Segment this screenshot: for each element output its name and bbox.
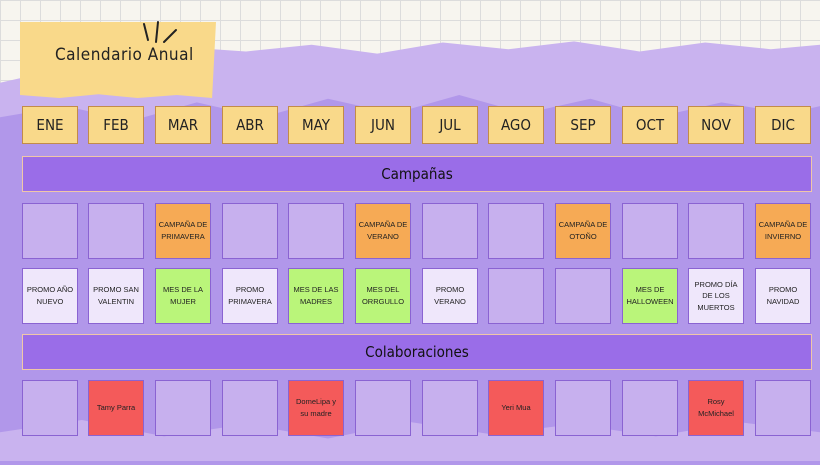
month-header: SEP [555, 106, 611, 144]
promo-cell: PROMO DÍA DE LOS MUERTOS [688, 268, 744, 324]
collab-cell: Yeri Mua [488, 380, 544, 436]
section-campaigns: Campañas [22, 156, 812, 192]
campaign-cell [688, 203, 744, 259]
campaign-cell: CAMPAÑA DE INVIERNO [755, 203, 811, 259]
month-header: JUN [355, 106, 411, 144]
campaign-cell: CAMPAÑA DE OTOÑO [555, 203, 611, 259]
promo-cell [488, 268, 544, 324]
collab-cell [155, 380, 211, 436]
month-header: ENE [22, 106, 78, 144]
collab-cell: DomeLipa y su madre [288, 380, 344, 436]
collab-cell [622, 380, 678, 436]
campaign-cell: CAMPAÑA DE VERANO [355, 203, 411, 259]
collab-cell [222, 380, 278, 436]
collab-cell [355, 380, 411, 436]
campaign-cell [488, 203, 544, 259]
collab-cell [22, 380, 78, 436]
collab-cell [755, 380, 811, 436]
collab-cell: Tamy Parra [88, 380, 144, 436]
promo-cell: PROMO SAN VALENTIN [88, 268, 144, 324]
promo-cell: PROMO AÑO NUEVO [22, 268, 78, 324]
collab-cell [422, 380, 478, 436]
campaign-cell [22, 203, 78, 259]
month-header: AGO [488, 106, 544, 144]
promo-cell: PROMO NAVIDAD [755, 268, 811, 324]
title-note [20, 22, 216, 98]
collab-cell [555, 380, 611, 436]
month-header: DIC [755, 106, 811, 144]
collab-cell: Rosy McMichael [688, 380, 744, 436]
month-header: MAR [155, 106, 211, 144]
campaign-cell [622, 203, 678, 259]
promo-cell: MES DE HALLOWEEN [622, 268, 678, 324]
page-title: Calendario Anual [55, 45, 194, 65]
month-header: MAY [288, 106, 344, 144]
month-header: FEB [88, 106, 144, 144]
sparkle-icon [143, 21, 177, 43]
campaign-cell [88, 203, 144, 259]
section-collaborations: Colaboraciones [22, 334, 812, 370]
promo-cell: MES DE LAS MADRES [288, 268, 344, 324]
month-header: OCT [622, 106, 678, 144]
month-header: ABR [222, 106, 278, 144]
month-header: JUL [422, 106, 478, 144]
promo-cell: PROMO VERANO [422, 268, 478, 324]
promo-cell: MES DE LA MUJER [155, 268, 211, 324]
campaign-cell [288, 203, 344, 259]
promo-cell [555, 268, 611, 324]
promo-cell: MES DEL ORRGULLO [355, 268, 411, 324]
campaign-cell: CAMPAÑA DE PRIMAVERA [155, 203, 211, 259]
promo-cell: PROMO PRIMAVERA [222, 268, 278, 324]
month-header: NOV [688, 106, 744, 144]
campaign-cell [222, 203, 278, 259]
campaign-cell [422, 203, 478, 259]
